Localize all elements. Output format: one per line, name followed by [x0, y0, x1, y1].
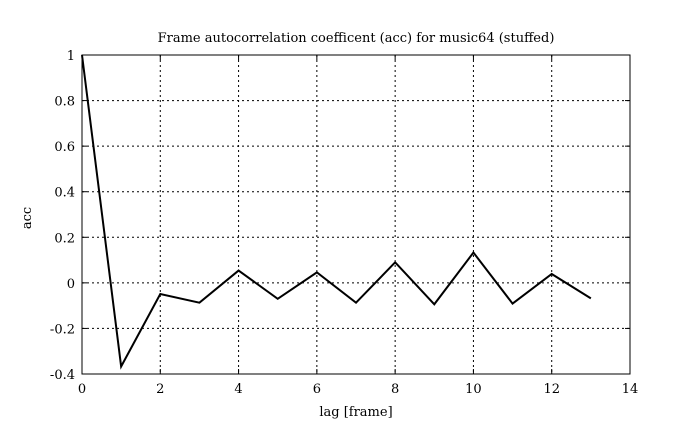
y-tick-label: -0.4: [50, 368, 75, 383]
x-tick-label: 8: [391, 382, 399, 397]
y-axis-label: acc: [20, 207, 35, 229]
acc-series-line: [81, 54, 592, 370]
y-tick-label: 1: [67, 49, 75, 64]
x-tick-label: 12: [543, 382, 560, 397]
plot-frame: [81, 54, 631, 375]
y-tick-label: 0.8: [54, 95, 75, 110]
x-tick-label: 4: [234, 382, 242, 397]
x-tick-label: 0: [78, 382, 86, 397]
y-tick-label: -0.2: [50, 322, 75, 337]
ticks: 0 2 4 6 8 10 12 14 -0.4 -0.2 0 0.2 0.4 0.6 0.8 1: [50, 49, 638, 397]
y-tick-label: 0.6: [54, 140, 75, 155]
x-tick-label: 2: [156, 382, 164, 397]
x-axis-label: lag [frame]: [319, 405, 392, 420]
x-tick-label: 10: [465, 382, 482, 397]
y-tick-label: 0.2: [54, 231, 75, 246]
x-tick-label: 14: [622, 382, 639, 397]
y-tick-label: 0: [67, 277, 75, 292]
series: [81, 54, 592, 370]
grid: [82, 55, 630, 374]
chart-title: Frame autocorrelation coefficent (acc) f…: [158, 31, 555, 46]
y-tick-label: 0.4: [54, 186, 75, 201]
x-tick-label: 6: [313, 382, 321, 397]
